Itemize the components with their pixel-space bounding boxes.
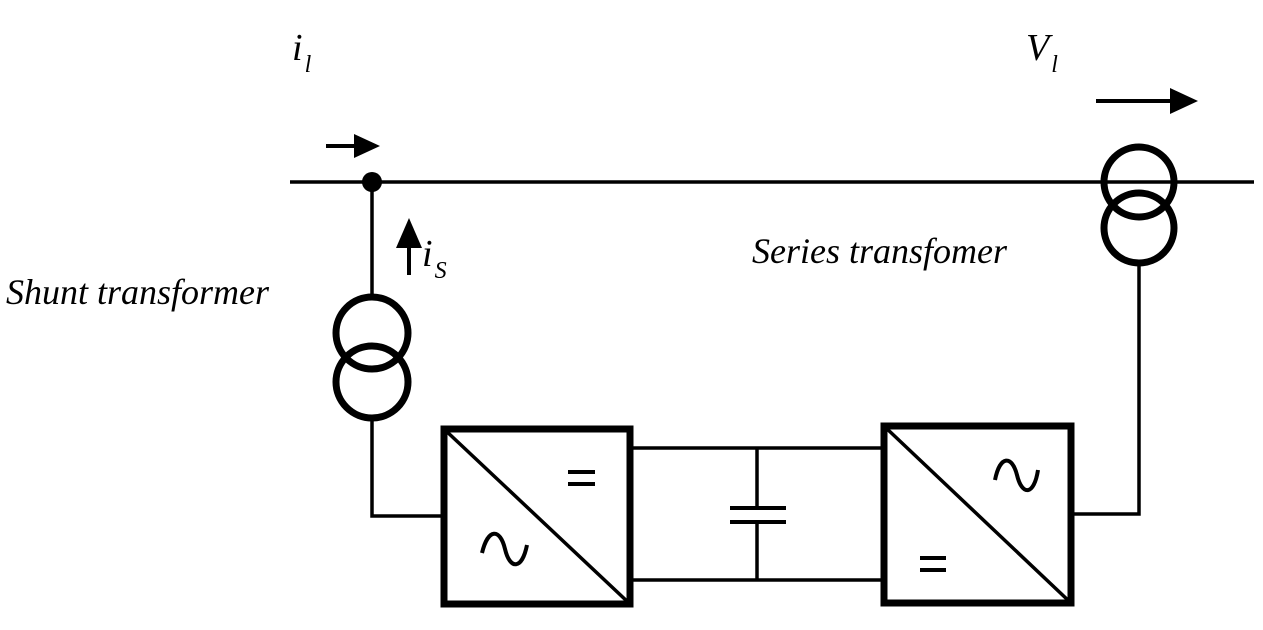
shunt-converter-ac-symbol <box>480 531 529 567</box>
shunt-converter-box <box>440 425 634 608</box>
series-converter-box <box>880 422 1075 607</box>
series-transformer-symbol <box>1100 143 1178 267</box>
shunt-to-converter-wire <box>370 418 444 518</box>
shunt-current-label: iS <box>422 233 447 284</box>
series-converter-dc-symbol <box>920 556 946 572</box>
dc-link-capacitor <box>730 448 786 580</box>
shunt-transformer-symbol <box>332 293 412 422</box>
shunt-transformer-label: Shunt transformer <box>6 272 270 312</box>
line-voltage-label: Vl <box>1026 27 1058 78</box>
line-current-label: il <box>292 27 312 78</box>
converter-to-series-wire <box>1071 264 1141 516</box>
shunt-converter-dc-symbol <box>568 470 595 486</box>
shunt-current-arrow <box>396 218 422 275</box>
line-current-arrow <box>326 134 380 158</box>
series-transformer-label: Series transfomer <box>752 231 1008 271</box>
series-converter-ac-symbol <box>993 458 1040 493</box>
line-voltage-arrow <box>1096 88 1198 114</box>
